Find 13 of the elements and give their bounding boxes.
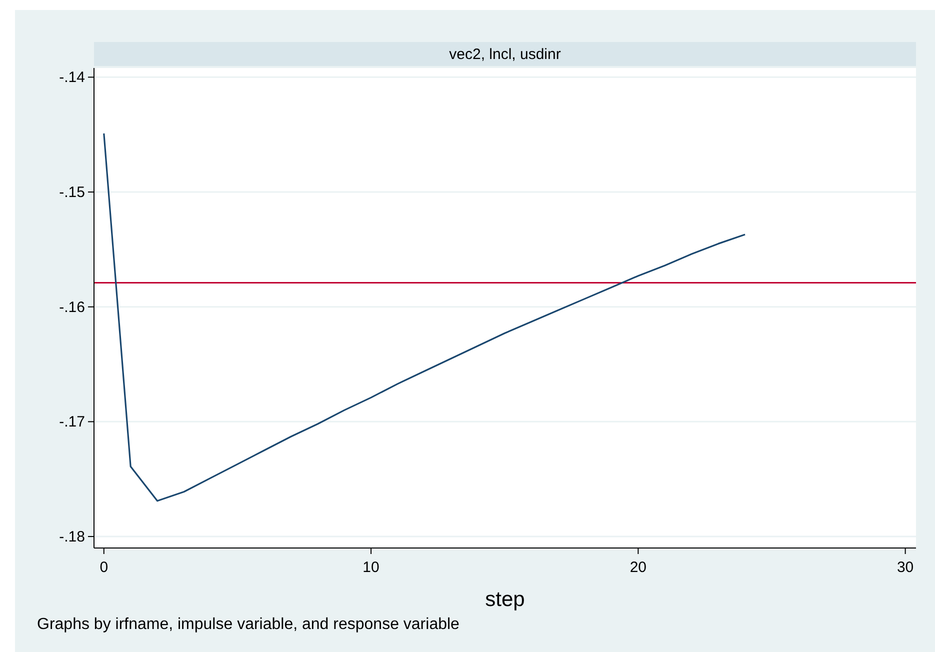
chart-title: vec2, lncl, usdinr <box>449 46 561 63</box>
x-tick-label: 10 <box>362 559 380 576</box>
y-tick-label: -.17 <box>59 414 85 431</box>
x-tick-label: 0 <box>100 559 108 576</box>
x-tick-label: 20 <box>630 559 647 576</box>
y-tick-label: -.16 <box>59 298 85 316</box>
y-tick-label: -.15 <box>59 184 85 202</box>
line-series <box>103 132 746 502</box>
x-axis-title: step <box>485 588 525 611</box>
y-tick-label: -.14 <box>59 69 85 86</box>
text: Graphs by irfname, impulse variable, and response variable <box>37 616 460 633</box>
x-tick-label: 30 <box>896 559 914 576</box>
y-tick-label: -.18 <box>59 528 85 546</box>
